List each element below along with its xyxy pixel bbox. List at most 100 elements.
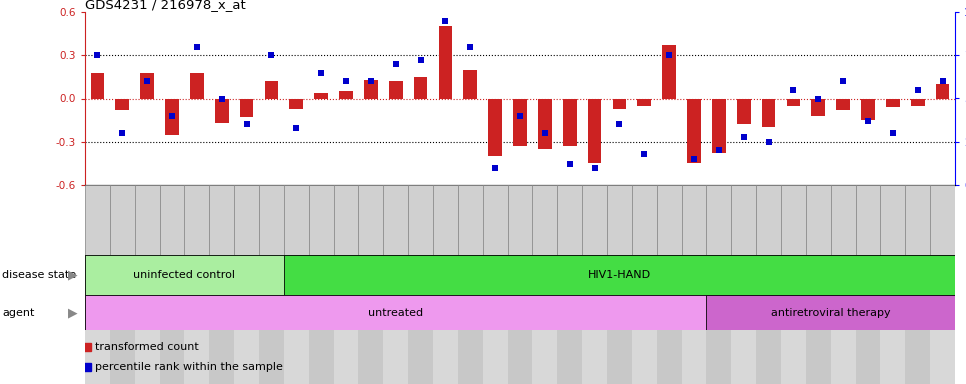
Bar — [538, 99, 552, 149]
Bar — [284, 185, 309, 384]
Bar — [513, 99, 526, 146]
Text: antiretroviral therapy: antiretroviral therapy — [771, 308, 891, 318]
Bar — [309, 185, 333, 255]
Bar — [190, 73, 204, 99]
Bar — [880, 185, 905, 255]
Bar — [159, 185, 185, 384]
Bar — [687, 99, 701, 163]
Bar — [290, 99, 303, 109]
Bar — [185, 185, 210, 384]
Bar — [612, 99, 626, 109]
Bar — [384, 185, 409, 384]
Point — [736, 134, 752, 140]
Bar — [265, 81, 278, 99]
Point — [214, 96, 230, 102]
Text: disease state: disease state — [2, 270, 76, 280]
Bar — [930, 185, 955, 384]
Bar — [159, 185, 185, 255]
Bar — [737, 99, 751, 124]
Bar — [110, 185, 134, 255]
Bar — [240, 99, 253, 117]
Bar — [806, 185, 831, 255]
Bar — [532, 185, 557, 255]
Bar — [134, 185, 159, 255]
Point — [562, 161, 578, 167]
Text: ▶: ▶ — [68, 268, 77, 281]
Bar — [483, 185, 507, 384]
Bar — [234, 185, 259, 255]
Bar — [856, 185, 880, 384]
Bar — [806, 185, 831, 384]
Bar — [607, 185, 632, 255]
Point — [338, 78, 354, 84]
Text: agent: agent — [2, 308, 35, 318]
Text: ▶: ▶ — [68, 306, 77, 319]
Bar — [507, 185, 532, 255]
Bar — [831, 185, 856, 255]
Bar — [706, 185, 731, 384]
Point — [289, 125, 304, 131]
Bar — [632, 185, 657, 384]
Bar — [781, 185, 806, 384]
Point — [363, 78, 379, 84]
Bar — [582, 185, 607, 255]
Bar — [557, 185, 582, 255]
Bar — [731, 185, 756, 384]
Bar — [532, 185, 557, 384]
Point — [90, 52, 105, 58]
Bar — [85, 255, 284, 295]
Point — [711, 147, 726, 154]
Bar — [731, 185, 756, 255]
Bar — [165, 99, 179, 134]
Bar — [682, 185, 706, 384]
Bar — [458, 185, 483, 384]
Point — [264, 52, 279, 58]
Bar — [210, 185, 234, 255]
Point — [115, 130, 130, 136]
Bar — [837, 99, 850, 110]
Bar — [930, 185, 955, 255]
Bar — [339, 91, 353, 99]
Point — [438, 18, 453, 24]
Text: percentile rank within the sample: percentile rank within the sample — [95, 362, 282, 372]
Bar — [384, 185, 409, 255]
Point — [935, 78, 951, 84]
Bar — [333, 185, 358, 255]
Point — [885, 130, 900, 136]
Bar — [110, 185, 134, 384]
Bar — [214, 99, 229, 123]
Text: transformed count: transformed count — [95, 342, 198, 352]
Bar — [140, 73, 154, 99]
Point — [189, 43, 205, 50]
Bar — [439, 26, 452, 99]
Bar — [657, 185, 682, 384]
Point — [512, 113, 527, 119]
Point — [388, 61, 404, 67]
Bar — [657, 185, 682, 255]
Point — [785, 87, 801, 93]
Text: GDS4231 / 216978_x_at: GDS4231 / 216978_x_at — [85, 0, 245, 11]
Bar — [458, 185, 483, 255]
Bar — [712, 99, 725, 153]
Bar — [333, 185, 358, 384]
Bar — [185, 185, 210, 255]
Bar — [358, 185, 384, 255]
Bar — [284, 255, 955, 295]
Bar — [682, 185, 706, 255]
Bar — [632, 185, 657, 255]
Bar — [762, 99, 776, 127]
Bar — [706, 295, 955, 330]
Point — [537, 130, 553, 136]
Text: untreated: untreated — [368, 308, 423, 318]
Bar — [781, 185, 806, 255]
Point — [611, 121, 627, 127]
Text: uninfected control: uninfected control — [133, 270, 236, 280]
Bar — [905, 185, 930, 255]
Point — [488, 165, 503, 171]
Bar — [409, 185, 433, 255]
Bar — [464, 70, 477, 99]
Bar — [85, 185, 110, 384]
Point — [412, 57, 428, 63]
Bar — [706, 185, 731, 255]
Point — [910, 87, 925, 93]
